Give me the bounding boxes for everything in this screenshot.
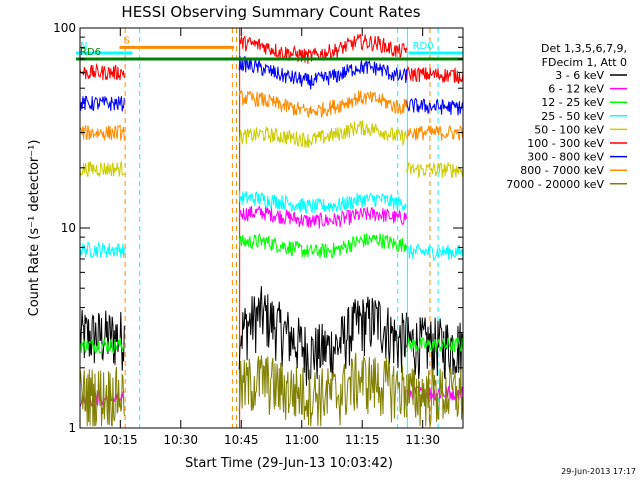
series-8	[79, 352, 464, 427]
series-trace	[238, 352, 408, 427]
series-trace	[79, 337, 125, 355]
series-trace	[406, 65, 464, 85]
timestamp: 29-Jun-2013 17:17	[561, 467, 636, 476]
x-tick-label: 10:15	[103, 433, 138, 447]
series-trace	[238, 205, 408, 229]
x-tick-label: 10:45	[224, 433, 259, 447]
series-3	[79, 190, 464, 261]
series-trace	[79, 62, 125, 81]
x-axis: 10:15 10:30 10:45 11:00 11:15 11:30	[103, 28, 440, 447]
flag-label: N	[80, 41, 87, 52]
series-trace	[79, 366, 125, 427]
legend-header-line: FDecim 1, Att 0	[542, 56, 627, 69]
plot-area: S N RD0 RD6	[75, 28, 464, 428]
legend-label: 100 - 300 keV	[527, 137, 604, 150]
x-tick-label: 10:30	[163, 433, 198, 447]
flag-label: RD0	[413, 41, 434, 52]
series-4	[79, 120, 464, 179]
legend-label: 3 - 6 keV	[555, 69, 604, 82]
series-trace	[238, 89, 408, 118]
series-trace	[238, 286, 408, 386]
series-trace	[238, 190, 407, 214]
series-trace	[79, 160, 125, 178]
y-axis: 100 10 1	[53, 21, 463, 435]
series-trace	[238, 56, 408, 90]
legend-label: 800 - 7000 keV	[520, 164, 604, 177]
y-tick-label: 100	[53, 21, 76, 35]
legend-label: 6 - 12 keV	[548, 83, 604, 96]
flag-label: S	[124, 35, 130, 46]
x-tick-label: 11:00	[284, 433, 319, 447]
x-tick-label: 11:15	[345, 433, 380, 447]
y-tick-label: 10	[61, 221, 76, 235]
series-trace	[406, 366, 464, 427]
legend-label: 25 - 50 keV	[541, 110, 604, 123]
series-trace	[79, 124, 125, 141]
series-trace	[406, 125, 464, 141]
legend-header-line: Det 1,3,5,6,7,9,	[541, 42, 627, 55]
series-trace	[238, 232, 408, 259]
y-axis-label: Count Rate (s⁻¹ detector⁻¹)	[27, 140, 42, 317]
series-trace	[406, 161, 464, 179]
x-tick-label: 11:30	[405, 433, 440, 447]
legend-label: 12 - 25 keV	[541, 96, 604, 109]
series-trace	[79, 96, 125, 112]
flag-label: RD6	[80, 47, 101, 58]
series-trace	[406, 336, 464, 353]
legend-label: 50 - 100 keV	[534, 123, 604, 136]
chart-title: HESSI Observing Summary Count Rates	[121, 3, 420, 21]
x-axis-label: Start Time (29-Jun-13 10:03:42)	[185, 456, 393, 471]
legend-label: 300 - 800 keV	[527, 151, 604, 164]
legend: Det 1,3,5,6,7,9, FDecim 1, Att 0 3 - 6 k…	[506, 42, 627, 191]
series-trace	[238, 120, 408, 148]
legend-label: 7000 - 20000 keV	[506, 178, 604, 191]
series-trace	[79, 309, 125, 371]
series-2	[79, 232, 464, 355]
series-7	[79, 89, 464, 141]
series-trace	[406, 243, 464, 261]
series-trace	[406, 98, 464, 116]
series-trace	[79, 241, 125, 258]
y-tick-label: 1	[68, 421, 76, 435]
series-6	[79, 56, 464, 116]
